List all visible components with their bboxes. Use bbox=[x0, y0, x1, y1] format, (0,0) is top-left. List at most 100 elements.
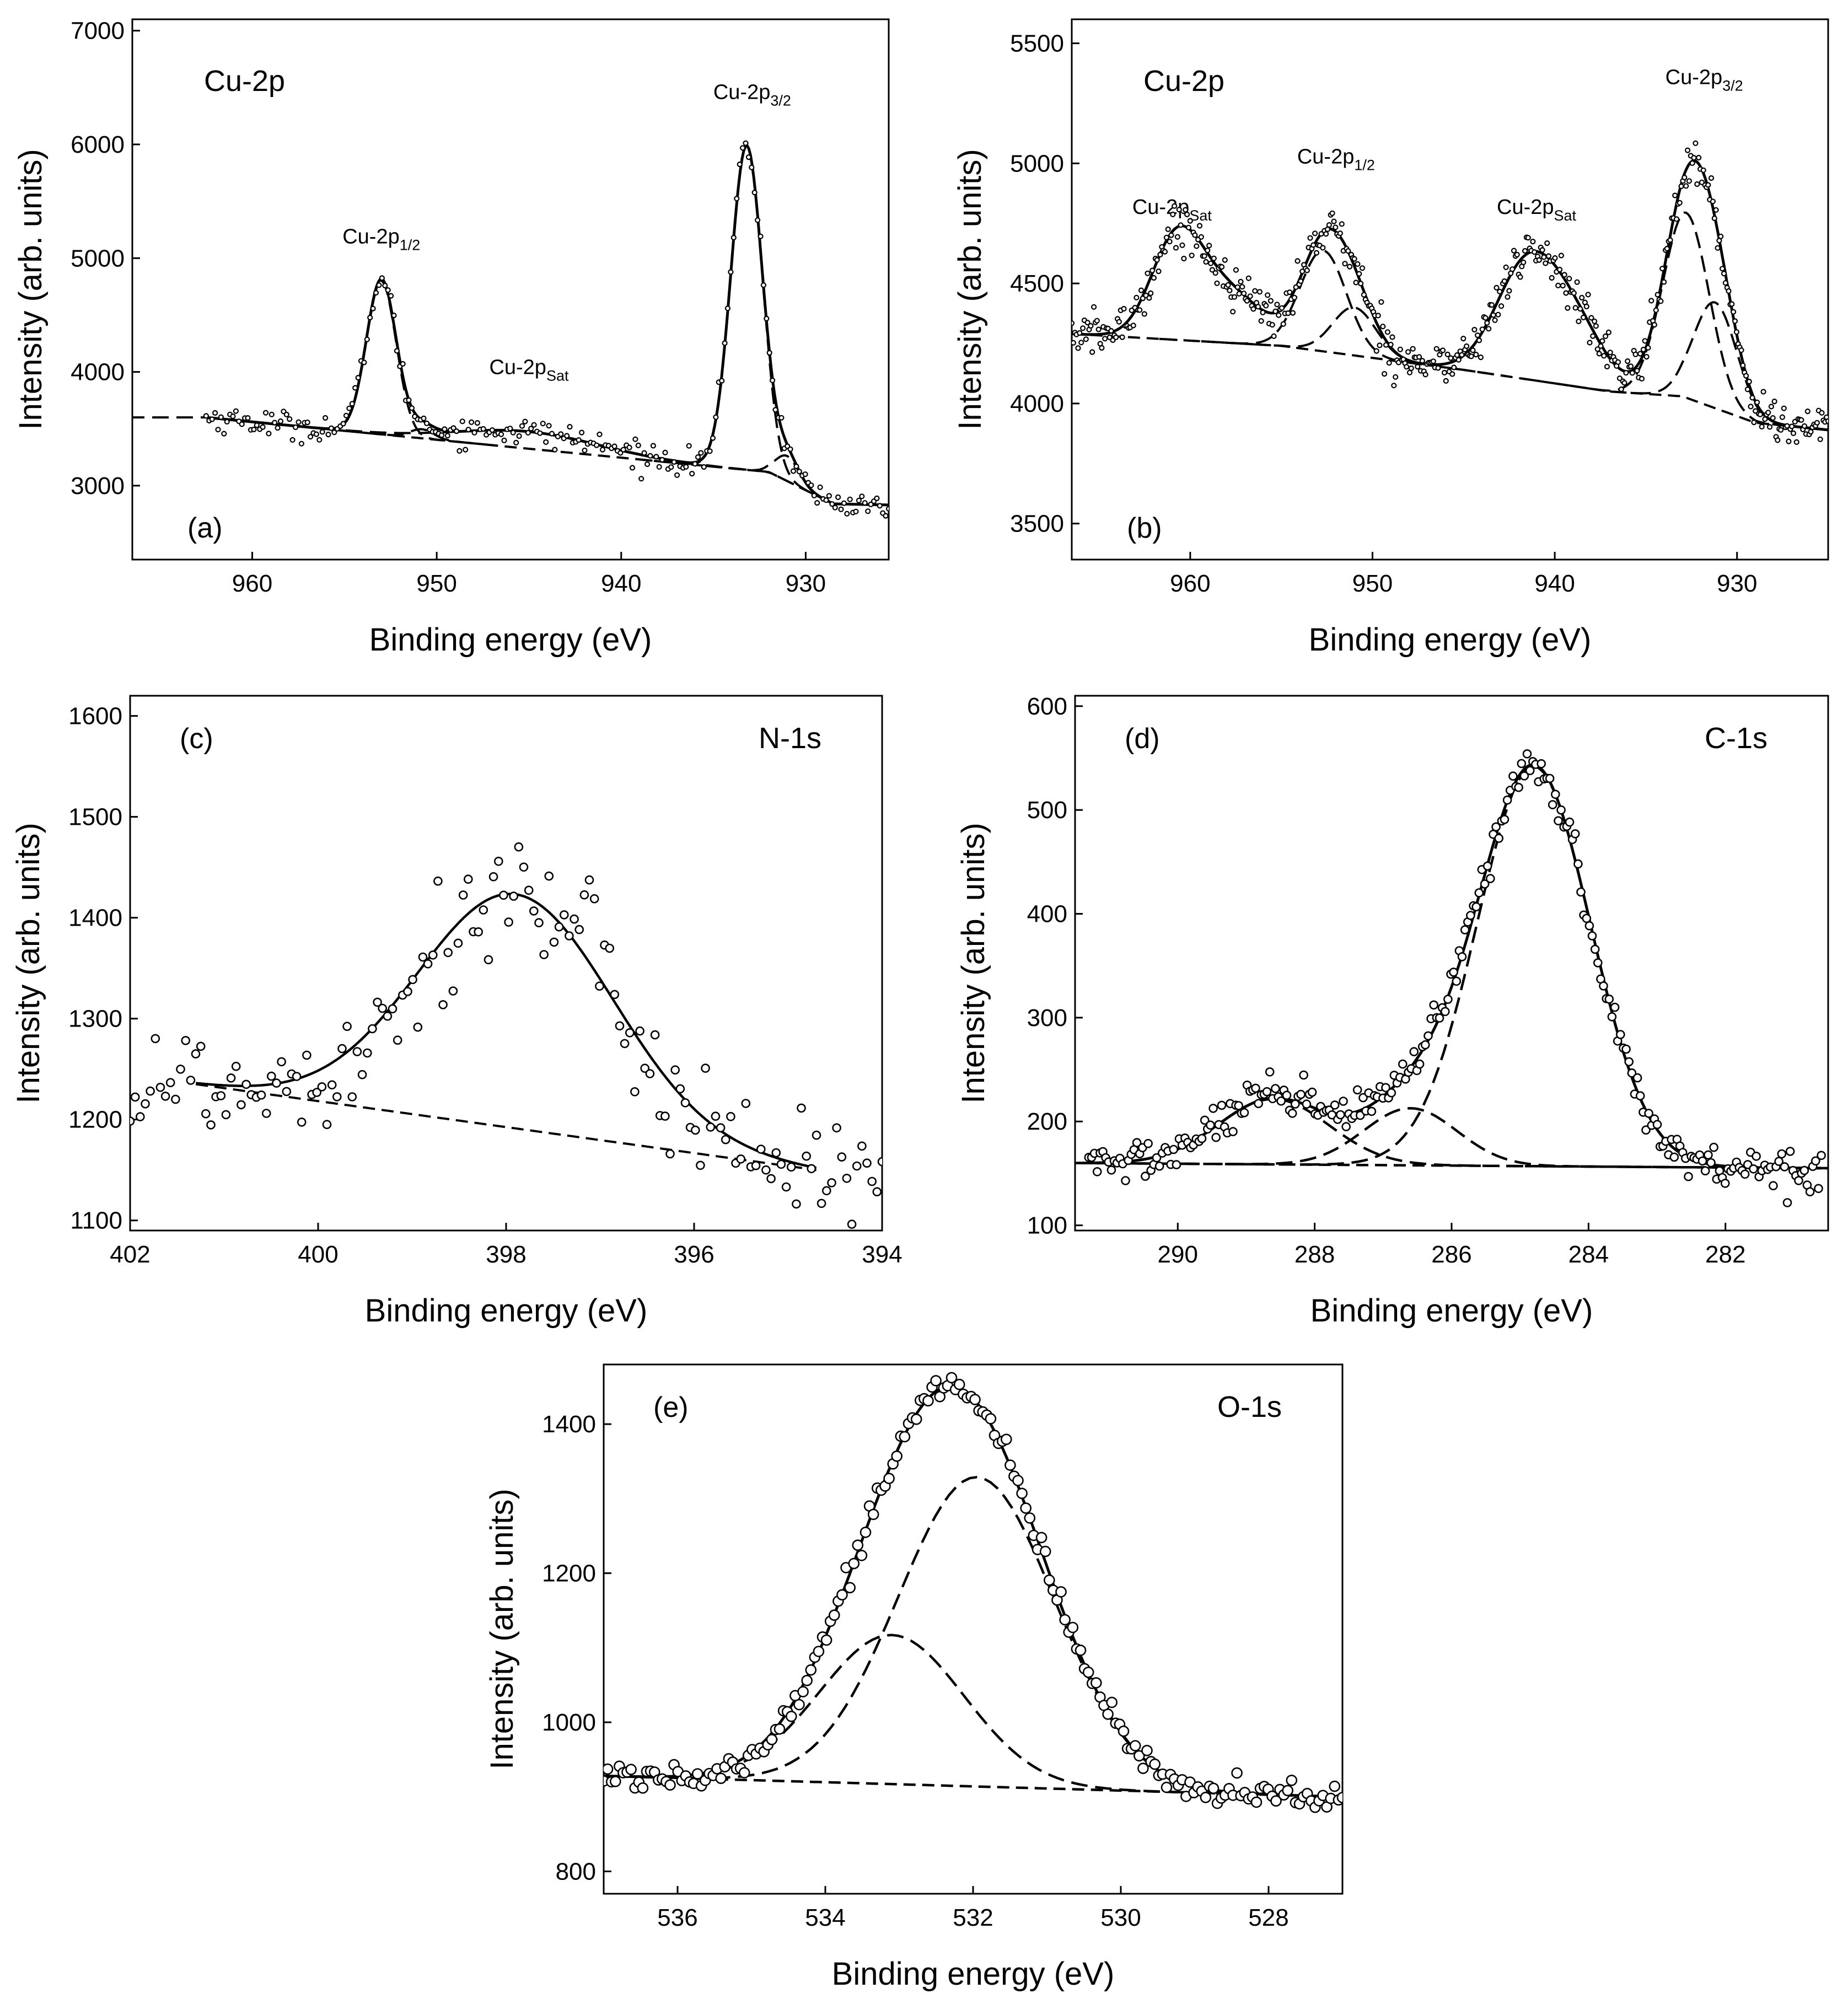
data-point-c-42 bbox=[337, 1044, 347, 1054]
data-point-b-357 bbox=[1632, 351, 1639, 357]
data-point-a-199 bbox=[796, 469, 802, 475]
data-point-b-263 bbox=[1484, 320, 1490, 326]
data-point-a-64 bbox=[394, 348, 400, 354]
data-point-d-244 bbox=[1774, 1157, 1783, 1166]
data-point-b-468 bbox=[1808, 428, 1814, 435]
data-point-b-124 bbox=[1265, 292, 1271, 298]
data-point-b-51 bbox=[1149, 267, 1156, 273]
data-point-b-286 bbox=[1521, 259, 1527, 265]
data-point-a-20 bbox=[262, 410, 269, 416]
data-point-c-95 bbox=[605, 943, 614, 953]
data-point-b-219 bbox=[1415, 363, 1421, 370]
data-point-b-369 bbox=[1651, 321, 1657, 328]
data-point-a-152 bbox=[656, 464, 662, 470]
data-point-b-385 bbox=[1677, 200, 1683, 206]
x-tick-label-e-528: 528 bbox=[1248, 1904, 1288, 1931]
data-point-c-116 bbox=[711, 1111, 721, 1121]
data-point-b-60 bbox=[1163, 234, 1169, 240]
data-point-c-13 bbox=[191, 1049, 201, 1059]
data-point-b-365 bbox=[1645, 345, 1651, 351]
x-tick-label-e-532: 532 bbox=[953, 1904, 993, 1931]
data-point-a-41 bbox=[325, 431, 331, 438]
data-point-b-334 bbox=[1596, 351, 1602, 357]
data-point-b-21 bbox=[1102, 336, 1108, 342]
data-point-a-57 bbox=[373, 289, 379, 296]
data-point-e-65 bbox=[852, 1539, 864, 1551]
data-point-c-2 bbox=[136, 1112, 145, 1121]
data-point-b-328 bbox=[1587, 340, 1593, 346]
data-point-e-7 bbox=[625, 1764, 637, 1775]
data-point-c-56 bbox=[408, 975, 417, 985]
y-tick-label-c-1400: 1400 bbox=[68, 905, 122, 932]
data-point-a-198 bbox=[793, 463, 799, 470]
data-point-e-64 bbox=[848, 1557, 860, 1570]
data-point-c-113 bbox=[696, 1161, 705, 1170]
data-point-a-189 bbox=[766, 350, 772, 356]
data-point-b-300 bbox=[1543, 260, 1549, 266]
data-point-b-308 bbox=[1555, 282, 1561, 289]
data-point-d-142 bbox=[1486, 874, 1495, 883]
data-point-b-425 bbox=[1740, 362, 1746, 368]
data-point-c-92 bbox=[589, 894, 599, 904]
data-point-b-429 bbox=[1746, 378, 1752, 385]
data-point-e-53 bbox=[805, 1664, 817, 1676]
data-point-b-383 bbox=[1673, 216, 1680, 222]
x-tick-label-b-930: 930 bbox=[1717, 570, 1757, 597]
peak-label-b-1: Cu-2p1/2 bbox=[1297, 145, 1375, 173]
data-point-b-466 bbox=[1804, 408, 1811, 415]
data-point-a-133 bbox=[599, 447, 606, 453]
data-point-c-109 bbox=[675, 1084, 685, 1094]
data-point-a-142 bbox=[626, 444, 632, 450]
data-point-d-75 bbox=[1296, 1089, 1306, 1099]
data-point-c-22 bbox=[237, 1100, 246, 1110]
data-point-b-17 bbox=[1095, 326, 1102, 332]
data-point-b-257 bbox=[1475, 332, 1481, 339]
data-point-a-153 bbox=[659, 456, 665, 463]
data-point-b-50 bbox=[1148, 290, 1154, 297]
data-point-d-135 bbox=[1466, 911, 1475, 920]
data-point-b-323 bbox=[1579, 294, 1585, 301]
data-point-c-57 bbox=[413, 1022, 423, 1032]
y-tick-label-e-1200: 1200 bbox=[542, 1560, 596, 1587]
data-point-b-320 bbox=[1574, 279, 1580, 285]
data-point-d-8 bbox=[1106, 1165, 1116, 1175]
data-point-b-194 bbox=[1375, 313, 1381, 319]
data-point-c-4 bbox=[146, 1086, 155, 1096]
data-point-a-151 bbox=[653, 454, 659, 460]
data-point-a-99 bbox=[498, 431, 504, 437]
data-point-b-444 bbox=[1770, 415, 1776, 421]
data-point-b-348 bbox=[1618, 386, 1624, 393]
data-point-b-90 bbox=[1211, 255, 1217, 261]
data-point-b-69 bbox=[1178, 222, 1184, 228]
x-axis-title-d: Binding energy (eV) bbox=[1310, 1293, 1593, 1329]
data-point-d-163 bbox=[1545, 773, 1555, 783]
peak-label-b-3: Cu-2p3/2 bbox=[1666, 66, 1743, 94]
data-point-d-59 bbox=[1251, 1083, 1260, 1093]
data-point-b-216 bbox=[1410, 346, 1416, 352]
x-axis-title-a: Binding energy (eV) bbox=[369, 622, 652, 658]
data-point-d-66 bbox=[1271, 1084, 1280, 1093]
data-point-e-43 bbox=[766, 1734, 778, 1745]
data-point-b-106 bbox=[1236, 291, 1242, 297]
data-point-a-91 bbox=[474, 420, 481, 426]
data-point-c-91 bbox=[584, 875, 594, 885]
data-point-a-110 bbox=[531, 422, 537, 428]
data-point-b-276 bbox=[1505, 294, 1511, 300]
data-point-c-18 bbox=[216, 1091, 226, 1100]
data-point-b-299 bbox=[1541, 254, 1547, 260]
data-point-a-107 bbox=[522, 418, 528, 425]
data-point-d-132 bbox=[1457, 952, 1467, 961]
data-point-e-63 bbox=[844, 1582, 856, 1594]
y-tick-label-b-5500: 5500 bbox=[1010, 30, 1064, 57]
data-point-b-269 bbox=[1494, 284, 1500, 291]
data-point-b-104 bbox=[1233, 267, 1239, 273]
data-point-a-47 bbox=[343, 412, 350, 418]
data-point-a-213 bbox=[838, 506, 844, 513]
data-point-b-406 bbox=[1710, 198, 1716, 205]
data-point-b-70 bbox=[1179, 242, 1185, 248]
data-point-c-112 bbox=[691, 1125, 700, 1135]
data-point-b-418 bbox=[1729, 301, 1735, 307]
data-point-b-397 bbox=[1696, 154, 1702, 161]
data-point-c-128 bbox=[771, 1148, 781, 1158]
